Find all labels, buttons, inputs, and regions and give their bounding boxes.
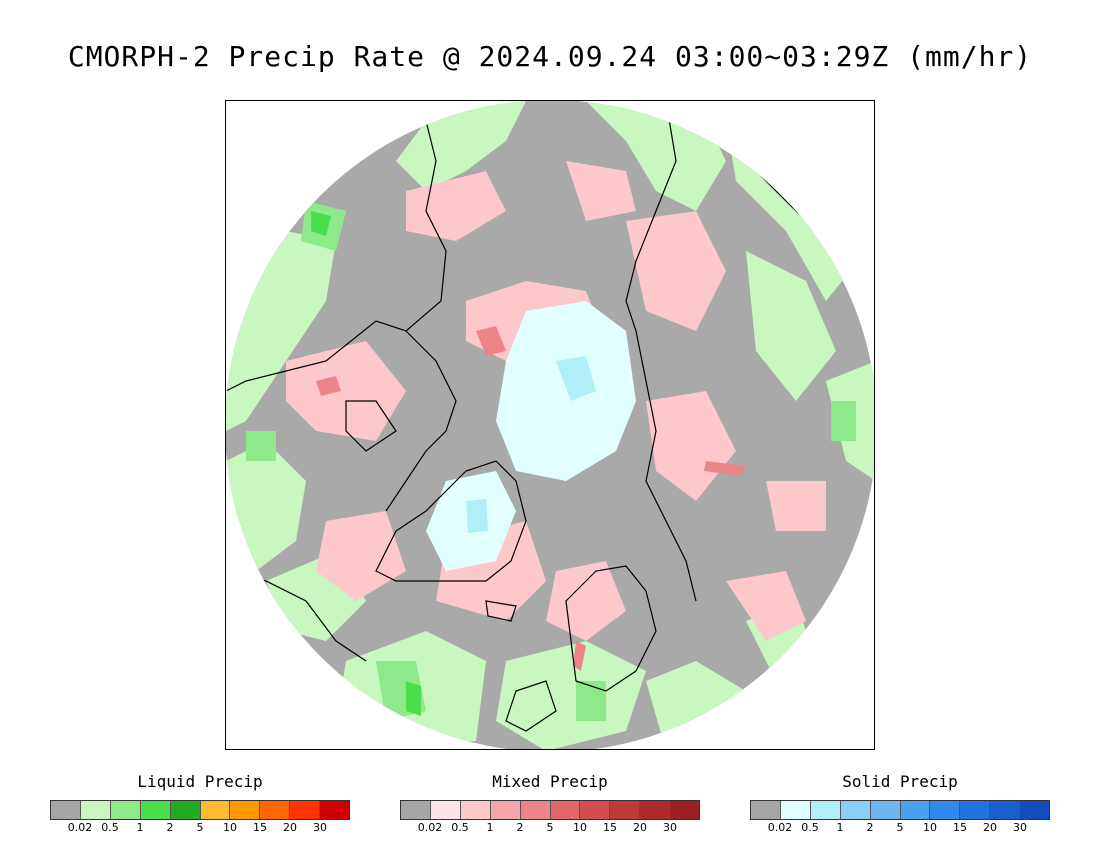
legend-liquid-tick-label: 0.02 [67, 821, 93, 834]
legend-mixed-tick-label: 0.02 [417, 821, 443, 834]
legend-mixed-tick-label: 20 [633, 821, 647, 834]
legend-mixed-bar [400, 800, 700, 820]
map-frame [225, 100, 875, 750]
mixed-precip-moderate [316, 326, 746, 671]
legend-mixed-swatch [580, 801, 611, 819]
legend-mixed-title: Mixed Precip [492, 772, 608, 791]
legend-solid-tick-label: 15 [953, 821, 967, 834]
legend-mixed-swatch [520, 801, 551, 819]
legend-liquid-tick-label: 20 [283, 821, 297, 834]
legend-solid-bar [750, 800, 1050, 820]
liquid-precip-moderate [246, 201, 856, 721]
legend-solid: Solid Precip 0.02 0.5 1 2 5 10 15 20 30 [750, 772, 1050, 837]
liquid-precip-heavy [311, 211, 421, 716]
legend-mixed-swatch [490, 801, 521, 819]
legend-solid-swatch [870, 801, 901, 819]
legend-liquid-tick-label: 5 [196, 821, 204, 834]
legend-mixed-tick-label: 1 [486, 821, 494, 834]
legend-mixed-tick-label: 15 [603, 821, 617, 834]
legend-solid-ticks: 0.02 0.5 1 2 5 10 15 20 30 [750, 821, 1050, 837]
legend-liquid-swatch [290, 801, 321, 819]
legend-solid-swatch [960, 801, 991, 819]
legend-mixed-swatch [610, 801, 641, 819]
map-title: CMORPH-2 Precip Rate @ 2024.09.24 03:00~… [67, 40, 1033, 73]
legend-solid-swatch [810, 801, 841, 819]
legend-liquid-tick-label: 15 [253, 821, 267, 834]
legend-mixed-swatch [401, 801, 431, 819]
legend-solid-swatch [840, 801, 871, 819]
legend-liquid-swatch [110, 801, 141, 819]
legend-liquid-title: Liquid Precip [137, 772, 263, 791]
mixed-precip-regions [286, 161, 826, 641]
legend-liquid-tick-label: 30 [313, 821, 327, 834]
legend-mixed: Mixed Precip 0.02 0.5 1 2 5 10 15 20 30 [400, 772, 700, 837]
precip-map [226, 101, 874, 749]
legend-solid-tick-label: 10 [923, 821, 937, 834]
legend-solid-swatch [751, 801, 781, 819]
legend-liquid-swatch [140, 801, 171, 819]
legend-liquid-tick-label: 0.5 [101, 821, 119, 834]
legend-liquid-ticks: 0.02 0.5 1 2 5 10 15 20 30 [50, 821, 350, 837]
legend-liquid: Liquid Precip 0.02 0.5 1 2 5 10 15 20 30 [50, 772, 350, 837]
legend-mixed-swatch [460, 801, 491, 819]
legend-solid-tick-label: 1 [836, 821, 844, 834]
legend-solid-tick-label: 5 [896, 821, 904, 834]
legend-solid-tick-label: 20 [983, 821, 997, 834]
legend-solid-tick-label: 30 [1013, 821, 1027, 834]
legend-liquid-swatch [170, 801, 201, 819]
legend-mixed-tick-label: 30 [663, 821, 677, 834]
legend-mixed-tick-label: 0.5 [451, 821, 469, 834]
legend-solid-tick-label: 0.5 [801, 821, 819, 834]
legend-mixed-tick-label: 5 [546, 821, 554, 834]
legend-solid-swatch [900, 801, 931, 819]
legend-solid-swatch [930, 801, 961, 819]
legend-solid-swatch [990, 801, 1021, 819]
legend-mixed-ticks: 0.02 0.5 1 2 5 10 15 20 30 [400, 821, 700, 837]
legend-mixed-swatch [550, 801, 581, 819]
legend-liquid-swatch [320, 801, 350, 819]
legend-mixed-swatch [670, 801, 700, 819]
legend-liquid-tick-label: 10 [223, 821, 237, 834]
legend-solid-tick-label: 0.02 [767, 821, 793, 834]
legend-solid-swatch [780, 801, 811, 819]
legend-mixed-swatch [640, 801, 671, 819]
legend-liquid-swatch [51, 801, 81, 819]
legend-liquid-tick-label: 1 [136, 821, 144, 834]
legend-solid-swatch [1020, 801, 1050, 819]
legend-liquid-bar [50, 800, 350, 820]
legend-liquid-tick-label: 2 [166, 821, 174, 834]
legend-solid-title: Solid Precip [842, 772, 958, 791]
legend-liquid-swatch [200, 801, 231, 819]
legend-mixed-tick-label: 10 [573, 821, 587, 834]
legend-liquid-swatch [260, 801, 291, 819]
legend-mixed-tick-label: 2 [516, 821, 524, 834]
legend-solid-tick-label: 2 [866, 821, 874, 834]
legend-mixed-swatch [430, 801, 461, 819]
legend-liquid-swatch [230, 801, 261, 819]
legend-liquid-swatch [80, 801, 111, 819]
solid-precip-moderate [466, 356, 596, 533]
